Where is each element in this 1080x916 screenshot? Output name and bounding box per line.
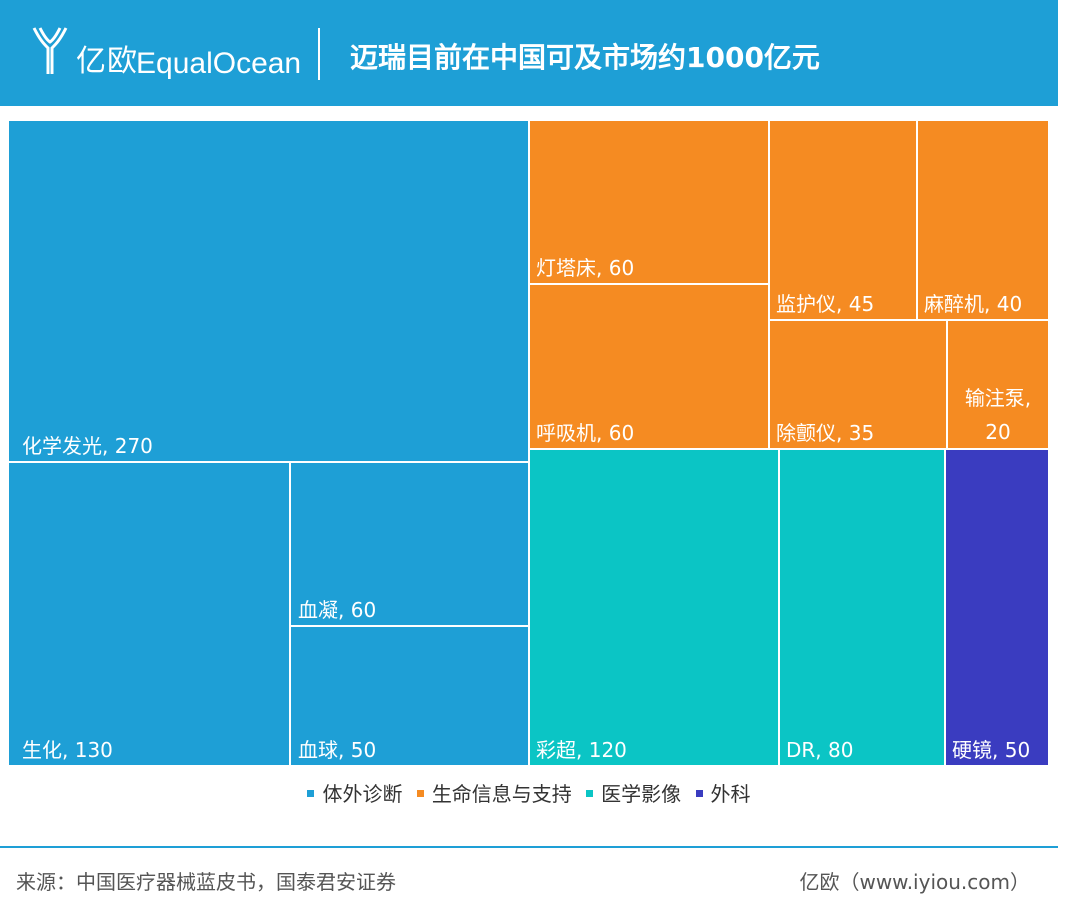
legend-swatch <box>586 790 594 797</box>
treemap-cell-呼吸机 <box>530 285 768 448</box>
treemap-label-呼吸机: 呼吸机, 60 <box>536 421 634 445</box>
brand-name-en: EqualOcean <box>136 47 302 80</box>
treemap-cell-监护仪 <box>770 121 916 319</box>
chart-legend: 体外诊断 生命信息与支持 医学影像 外科 <box>0 780 1058 808</box>
chart-title: 迈瑞目前在中国可及市场约1000亿元 <box>350 41 820 74</box>
treemap-label-输注泵-line1: 输注泵, <box>965 386 1031 410</box>
legend-swatch <box>307 790 315 797</box>
treemap-label-麻醉机: 麻醉机, 40 <box>924 292 1022 316</box>
legend-item-ivd: 体外诊断 <box>307 780 402 808</box>
legend-label: 生命信息与支持 <box>431 782 572 806</box>
legend-label: 外科 <box>710 782 751 806</box>
treemap-cell-DR <box>780 450 944 765</box>
treemap-cell-输注泵 <box>948 321 1048 448</box>
legend-swatch <box>416 790 424 797</box>
treemap-cell-生化 <box>9 463 289 765</box>
treemap-cell-彩超 <box>530 450 778 765</box>
credit-note: 亿欧（www.iyiou.com） <box>799 870 1030 894</box>
treemap-label-除颤仪: 除颤仪, 35 <box>776 421 874 445</box>
treemap-label-硬镜: 硬镜, 50 <box>952 738 1030 762</box>
legend-label: 医学影像 <box>601 782 682 806</box>
treemap-label-血球: 血球, 50 <box>298 738 376 762</box>
treemap-label-DR: DR, 80 <box>786 738 853 762</box>
source-note: 来源：中国医疗器械蓝皮书，国泰君安证券 <box>16 870 396 894</box>
brand-name-cn: 亿欧 <box>76 44 138 79</box>
treemap-label-监护仪: 监护仪, 45 <box>776 292 874 316</box>
treemap-chart: 化学发光, 270 生化, 130 血凝, 60 血球, 50 灯塔床, 60 呼吸机, … <box>9 121 1048 765</box>
legend-item-surgery: 外科 <box>695 780 751 808</box>
chart-header: 亿欧 EqualOcean 迈瑞目前在中国可及市场约1000亿元 <box>0 0 1058 106</box>
treemap-cell-化学发光 <box>9 121 528 461</box>
treemap-cell-血凝 <box>291 463 528 625</box>
treemap-label-彩超: 彩超, 120 <box>536 738 627 762</box>
treemap-cell-除颤仪 <box>770 321 946 448</box>
header-divider <box>318 28 320 80</box>
treemap-cell-灯塔床 <box>530 121 768 283</box>
legend-item-imaging: 医学影像 <box>586 780 681 808</box>
treemap-label-输注泵-line2: 20 <box>985 420 1010 444</box>
treemap-label-生化: 生化, 130 <box>22 738 113 762</box>
legend-label: 体外诊断 <box>322 782 403 806</box>
legend-swatch <box>695 790 703 797</box>
treemap-cell-麻醉机 <box>918 121 1048 319</box>
treemap-cell-血球 <box>291 627 528 765</box>
equalocean-logo-icon <box>32 27 68 74</box>
treemap-label-血凝: 血凝, 60 <box>298 598 376 622</box>
legend-item-life-support: 生命信息与支持 <box>416 780 572 808</box>
treemap-label-灯塔床: 灯塔床, 60 <box>536 256 634 280</box>
treemap-cell-硬镜 <box>946 450 1048 765</box>
footer-divider <box>0 846 1058 848</box>
treemap-label-化学发光: 化学发光, 270 <box>22 434 153 458</box>
